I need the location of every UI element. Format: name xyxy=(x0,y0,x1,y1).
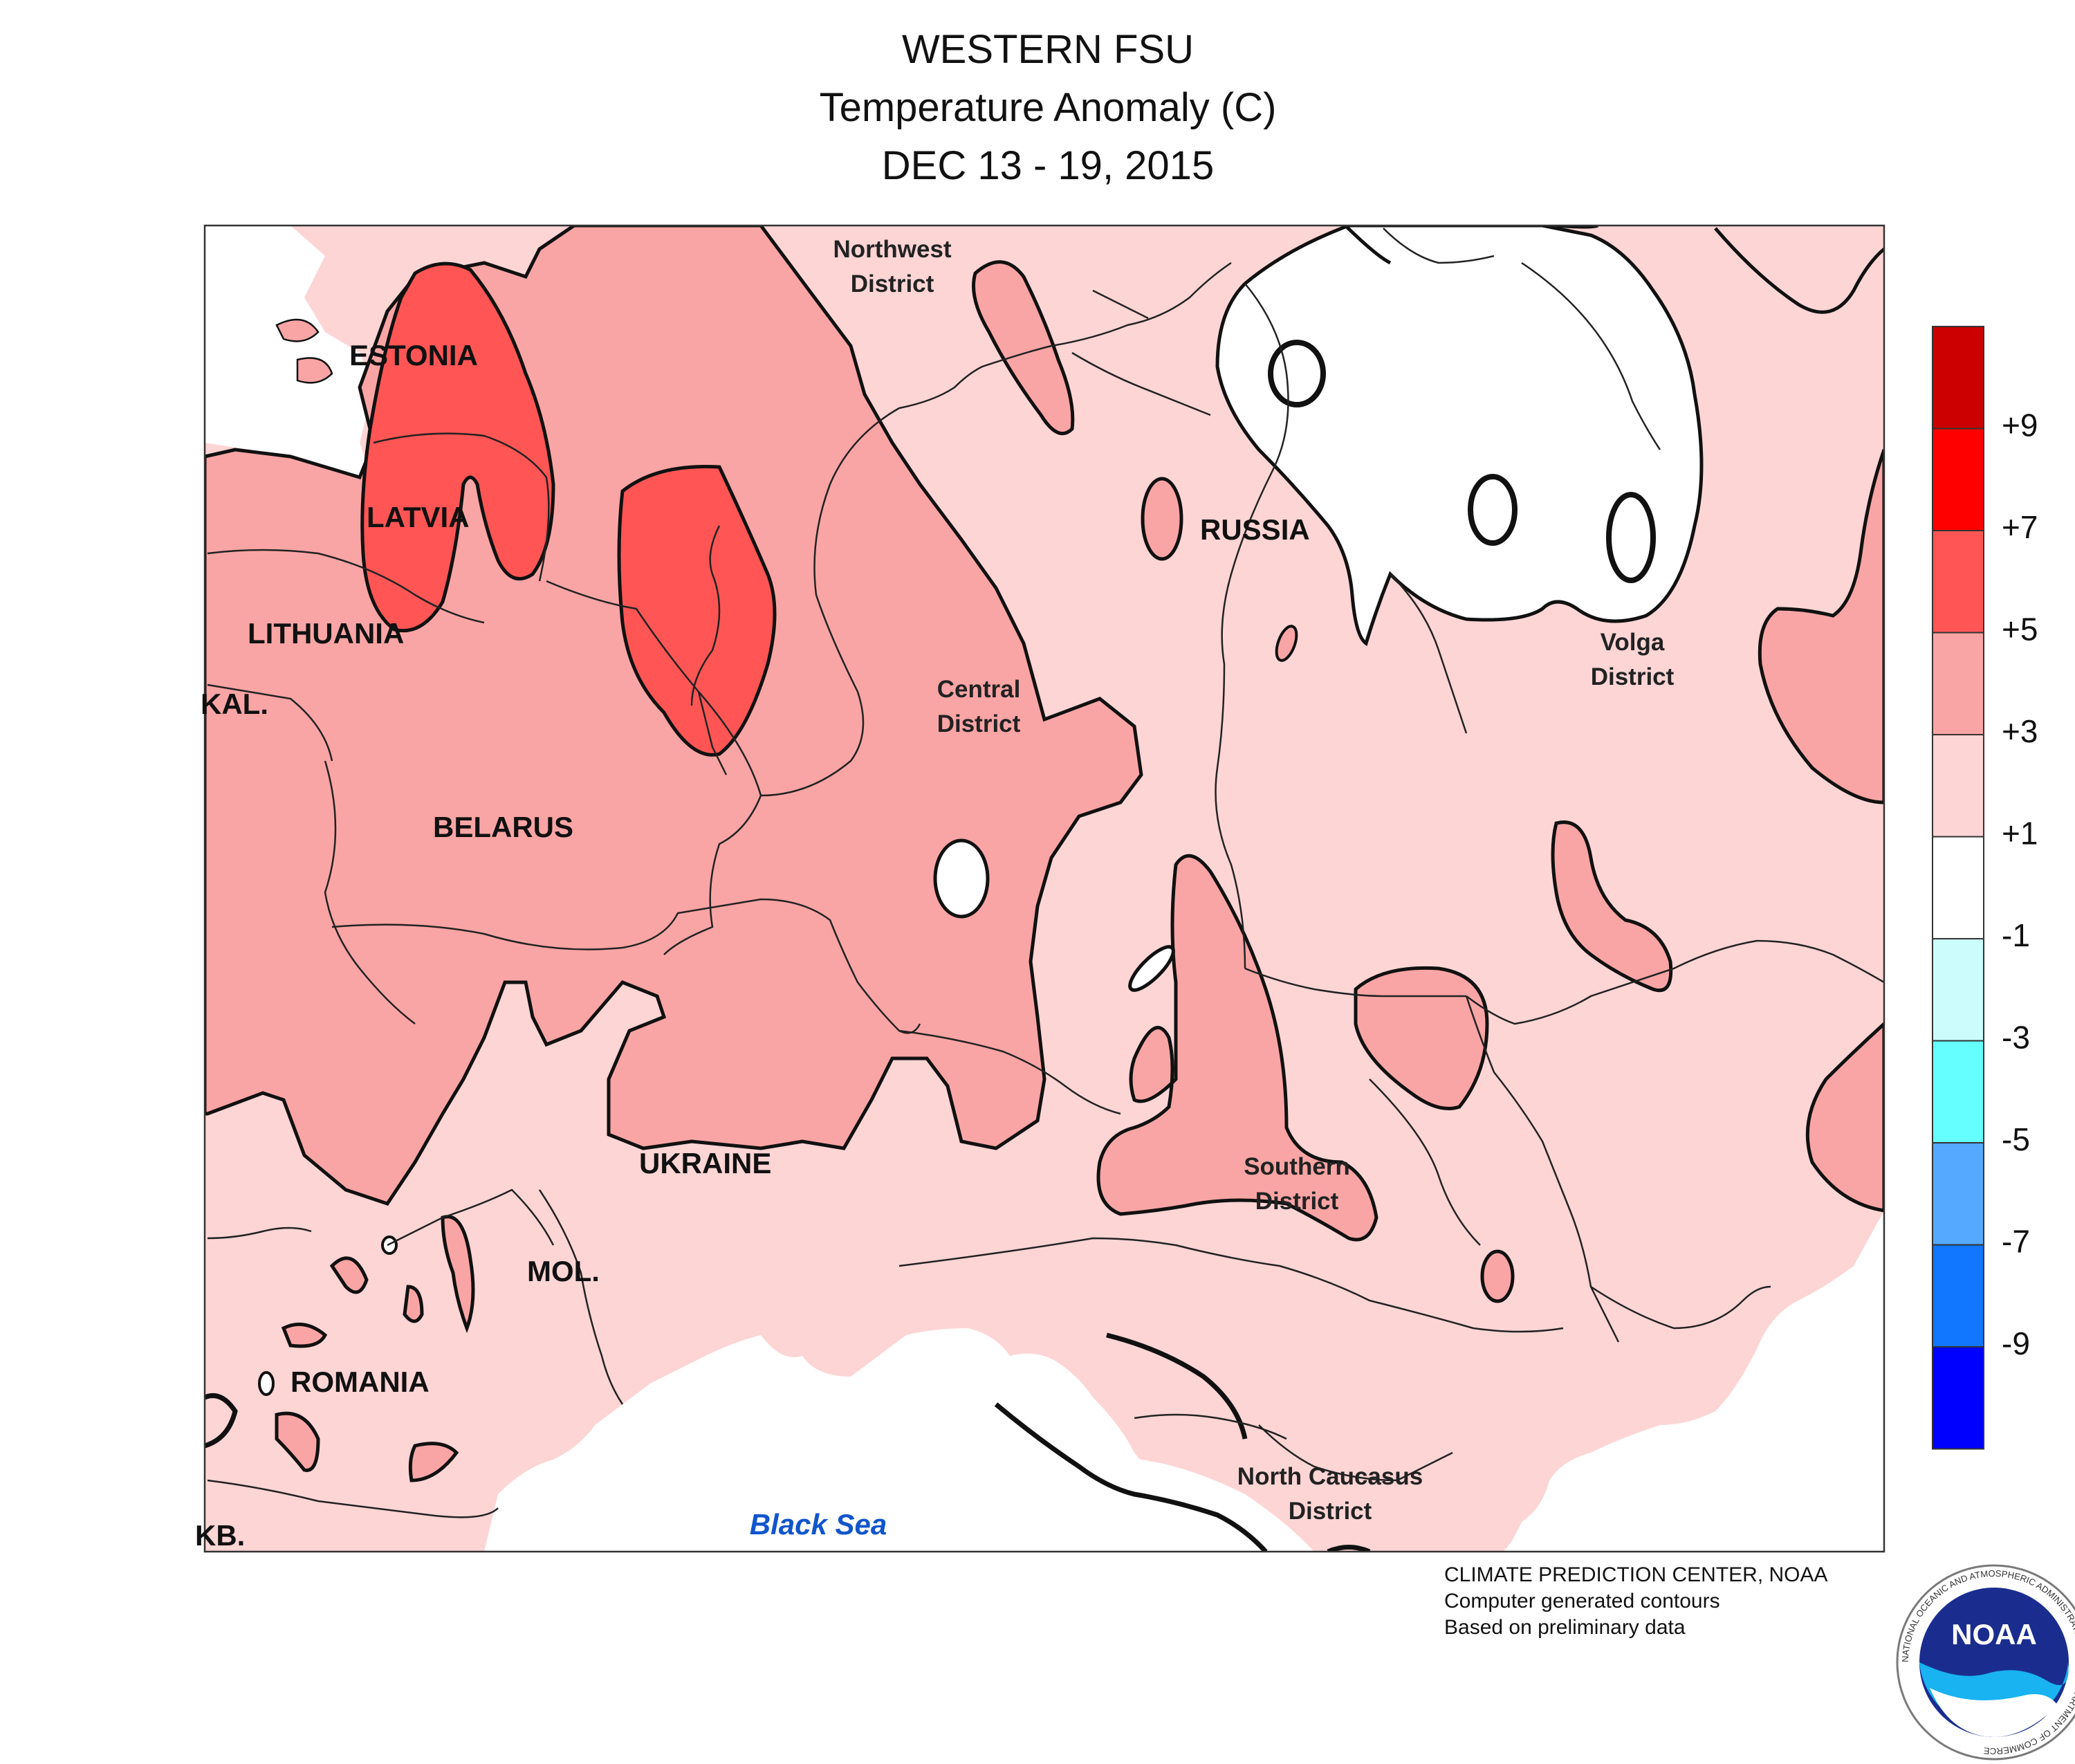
label-northwest-2: District xyxy=(851,270,934,297)
anomaly-region-neg1-1-north xyxy=(1215,226,1704,646)
label-black-sea: Black Sea xyxy=(750,1508,887,1541)
anomaly-region-3-5-saratov xyxy=(1354,966,1489,1110)
legend-swatch-0 xyxy=(1932,326,1984,430)
label-northwest-1: Northwest xyxy=(833,236,951,263)
credit-line-2: Computer generated contours xyxy=(1444,1590,1720,1613)
anomaly-region-3-5-southern xyxy=(1096,854,1378,1242)
label-southern-1: Southern xyxy=(1244,1153,1350,1180)
map-title: WESTERN FSU xyxy=(901,27,1195,72)
legend-tick-label-4: +1 xyxy=(2002,816,2038,852)
legend-swatch-4 xyxy=(1932,734,1984,838)
map-subtitle: Temperature Anomaly (C) xyxy=(819,85,1277,130)
legend-swatch-6 xyxy=(1932,938,1984,1042)
political-borders xyxy=(207,228,1884,1518)
credit-line-3: Based on preliminary data xyxy=(1444,1616,1686,1639)
legend-tick-label-9: -9 xyxy=(2002,1325,2030,1361)
legend-tick-label-0: +9 xyxy=(2002,407,2038,443)
legend-swatch-2 xyxy=(1932,530,1984,634)
anomaly-region-3-5-southeast xyxy=(1805,1021,1884,1213)
label-southern-2: District xyxy=(1255,1188,1339,1215)
legend-swatch-9 xyxy=(1932,1244,1984,1348)
anomaly-region-5-7-baltic xyxy=(360,261,555,633)
noaa-logo-text: NOAA xyxy=(1951,1618,2037,1651)
anomaly-region-3-5-volga xyxy=(1551,820,1673,992)
label-volga-2: District xyxy=(1591,663,1675,690)
legend-swatch-1 xyxy=(1932,428,1984,531)
label-north-caucasus-2: District xyxy=(1289,1498,1372,1525)
anomaly-region-5-7-pskov xyxy=(617,464,777,757)
anomaly-region-3-5-east xyxy=(1758,449,1884,805)
legend-tick-label-3: +3 xyxy=(2002,713,2038,749)
legend-tick-label-1: +7 xyxy=(2002,509,2038,545)
legend-swatch-3 xyxy=(1932,632,1984,735)
legend-tick-label-8: -7 xyxy=(2002,1224,2030,1260)
legend-tick-label-5: -1 xyxy=(2002,917,2030,953)
map-frame xyxy=(203,224,1885,1553)
label-kal: KAL. xyxy=(201,688,268,720)
label-volga-1: Volga xyxy=(1601,629,1665,656)
legend-swatch-7 xyxy=(1932,1040,1984,1143)
label-north-caucasus-1: North Caucasus xyxy=(1237,1463,1423,1490)
label-moldova: MOL. xyxy=(527,1255,600,1287)
anomaly-region-3-5-northwest xyxy=(972,260,1075,436)
baltic-sea xyxy=(205,226,374,484)
credit-line-1: CLIMATE PREDICTION CENTER, NOAA xyxy=(1444,1563,1828,1586)
map-labels: ESTONIA LATVIA LITHUANIA KAL. BELARUS UK… xyxy=(195,236,1675,1552)
label-estonia: ESTONIA xyxy=(349,339,478,371)
label-lithuania: LITHUANIA xyxy=(248,617,404,650)
label-kb: KB. xyxy=(195,1519,245,1552)
legend-swatch-10 xyxy=(1932,1346,1984,1450)
legend-tick-label-6: -3 xyxy=(2002,1020,2030,1056)
anomaly-region-neg1-1-small xyxy=(1128,945,1175,992)
anomaly-contour-ring-3 xyxy=(1606,492,1656,583)
anomaly-region-3-5-south-dot xyxy=(1480,1249,1515,1303)
label-russia: RUSSIA xyxy=(1200,513,1310,546)
anomaly-region-neg1-1-central xyxy=(933,838,990,919)
legend-swatch-5 xyxy=(1932,836,1984,939)
noaa-logo: NOAA NATIONAL OCEANIC AND ATMOSPHERIC AD… xyxy=(1896,1564,2075,1761)
label-belarus: BELARUS xyxy=(433,811,573,843)
legend-tick-label-2: +5 xyxy=(2002,612,2038,647)
black-sea xyxy=(484,1328,1245,1552)
color-scale-legend: +9 +7 +5 +3 +1 -1 -3 -5 -7 -9 xyxy=(1932,326,2038,1450)
label-central-1: Central xyxy=(937,676,1021,703)
anomaly-region-3-5-small xyxy=(1141,477,1183,561)
map-date-range: DEC 13 - 19, 2015 xyxy=(881,143,1215,188)
map-field xyxy=(205,226,1884,1552)
label-latvia: LATVIA xyxy=(367,501,470,533)
legend-tick-label-7: -5 xyxy=(2002,1121,2030,1157)
anomaly-contour-ring-2 xyxy=(1468,474,1518,546)
anomaly-contour-ring-1 xyxy=(1268,340,1326,407)
label-central-2: District xyxy=(937,710,1021,737)
label-romania: ROMANIA xyxy=(290,1366,430,1398)
anomaly-region-3-5-dot xyxy=(1275,625,1298,662)
legend-swatch-8 xyxy=(1932,1142,1984,1246)
label-ukraine: UKRAINE xyxy=(639,1147,771,1179)
caspian-sea xyxy=(1501,1211,1884,1552)
